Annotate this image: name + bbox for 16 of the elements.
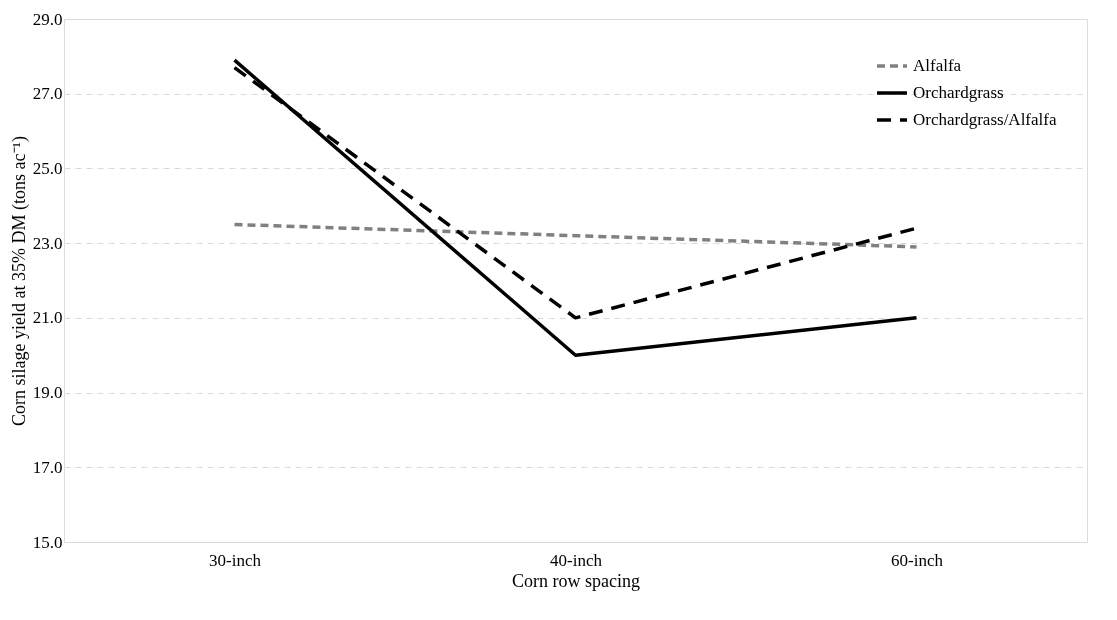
y-tick-label: 25.0 [32, 158, 63, 178]
y-tick-label: 23.0 [32, 233, 63, 253]
y-tick-label: 15.0 [32, 532, 63, 552]
x-tick-label: 30-inch [209, 550, 262, 570]
legend-label: Orchardgrass [913, 83, 1004, 102]
x-tick-label: 60-inch [891, 550, 944, 570]
legend-label: Orchardgrass/Alfalfa [913, 110, 1057, 129]
y-tick-label: 21.0 [32, 308, 63, 328]
x-axis-title: Corn row spacing [512, 570, 640, 591]
y-tick-label: 27.0 [32, 84, 63, 104]
y-axis-title: Corn silage yield at 35% DM (tons ac⁻¹) [8, 136, 30, 426]
y-tick-label: 29.0 [32, 9, 63, 29]
y-tick-label: 19.0 [32, 383, 63, 403]
y-tick-label: 17.0 [32, 457, 63, 477]
x-tick-label: 40-inch [550, 550, 603, 570]
legend-label: Alfalfa [913, 56, 962, 75]
